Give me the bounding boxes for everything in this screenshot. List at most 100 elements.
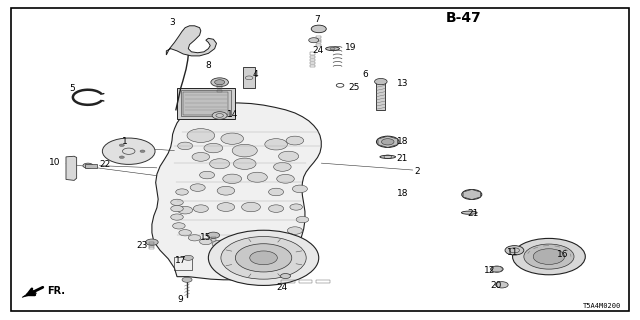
Text: 6: 6	[363, 69, 369, 79]
Bar	[310, 56, 315, 58]
Text: 22: 22	[99, 160, 111, 169]
Circle shape	[171, 205, 183, 212]
Text: 17: 17	[175, 256, 186, 266]
Circle shape	[236, 244, 292, 272]
Polygon shape	[166, 26, 216, 56]
Circle shape	[247, 172, 268, 182]
Circle shape	[278, 151, 299, 161]
Bar	[149, 247, 154, 249]
Circle shape	[210, 159, 230, 169]
Circle shape	[524, 244, 574, 269]
Bar	[211, 236, 216, 238]
Circle shape	[146, 239, 158, 245]
Circle shape	[491, 266, 503, 272]
Bar	[316, 39, 321, 41]
Circle shape	[171, 214, 183, 220]
Polygon shape	[66, 156, 77, 180]
Circle shape	[190, 184, 205, 191]
Bar	[217, 85, 222, 87]
Circle shape	[119, 144, 124, 147]
Text: 14: 14	[227, 110, 239, 119]
Bar	[310, 62, 315, 64]
Circle shape	[178, 142, 193, 150]
Bar	[183, 92, 228, 115]
Ellipse shape	[461, 211, 477, 214]
Circle shape	[273, 163, 291, 171]
Circle shape	[207, 232, 220, 238]
Bar	[149, 243, 154, 244]
Circle shape	[179, 230, 191, 236]
Circle shape	[461, 189, 482, 199]
Circle shape	[269, 205, 284, 212]
Text: 24: 24	[276, 283, 287, 292]
Circle shape	[330, 47, 335, 50]
Polygon shape	[378, 136, 397, 148]
Circle shape	[381, 139, 394, 145]
Circle shape	[376, 136, 399, 148]
Ellipse shape	[326, 47, 339, 51]
Circle shape	[193, 205, 209, 212]
Bar	[217, 87, 222, 89]
Text: 1: 1	[122, 137, 128, 146]
Circle shape	[102, 138, 155, 164]
Circle shape	[217, 186, 235, 195]
Bar	[316, 44, 321, 46]
Circle shape	[232, 144, 257, 157]
Circle shape	[265, 139, 287, 150]
Circle shape	[140, 150, 145, 152]
Circle shape	[276, 174, 294, 183]
Circle shape	[275, 234, 290, 242]
Circle shape	[234, 158, 256, 169]
Circle shape	[188, 235, 201, 241]
Circle shape	[171, 199, 183, 205]
Text: 9: 9	[177, 295, 183, 304]
Polygon shape	[152, 103, 321, 280]
Polygon shape	[491, 267, 503, 272]
Circle shape	[83, 163, 93, 168]
Circle shape	[221, 236, 306, 279]
Text: 15: 15	[200, 233, 211, 242]
Bar	[85, 164, 97, 168]
Text: 23: 23	[137, 241, 148, 250]
Bar	[316, 42, 321, 43]
Bar	[299, 280, 312, 283]
Polygon shape	[463, 189, 481, 199]
Bar	[149, 245, 154, 247]
Circle shape	[200, 238, 212, 245]
Circle shape	[211, 78, 228, 87]
Circle shape	[533, 249, 564, 264]
Text: 18: 18	[397, 137, 408, 146]
Circle shape	[228, 242, 243, 249]
Text: 11: 11	[507, 248, 518, 257]
Circle shape	[513, 238, 586, 275]
Text: 4: 4	[252, 70, 258, 79]
Circle shape	[269, 188, 284, 196]
Text: 24: 24	[312, 46, 324, 55]
Circle shape	[505, 246, 524, 255]
Polygon shape	[22, 290, 36, 297]
Circle shape	[187, 129, 214, 142]
Bar	[281, 280, 295, 283]
Circle shape	[308, 38, 319, 43]
Circle shape	[290, 204, 303, 210]
Text: 21: 21	[397, 154, 408, 163]
Circle shape	[192, 152, 210, 161]
Circle shape	[183, 255, 193, 260]
Text: B-47: B-47	[445, 11, 481, 25]
Circle shape	[182, 277, 192, 282]
Circle shape	[280, 274, 291, 278]
Text: 8: 8	[206, 61, 212, 70]
Bar	[217, 90, 222, 92]
Circle shape	[374, 78, 387, 85]
Text: 21: 21	[467, 209, 479, 219]
Bar	[376, 83, 385, 110]
Text: 7: 7	[314, 15, 319, 24]
Text: 18: 18	[397, 189, 408, 198]
Circle shape	[259, 238, 274, 246]
Circle shape	[119, 156, 124, 158]
Text: 20: 20	[491, 281, 502, 290]
Bar	[177, 88, 235, 119]
Circle shape	[217, 203, 235, 212]
Circle shape	[214, 80, 225, 85]
Bar	[243, 67, 255, 89]
